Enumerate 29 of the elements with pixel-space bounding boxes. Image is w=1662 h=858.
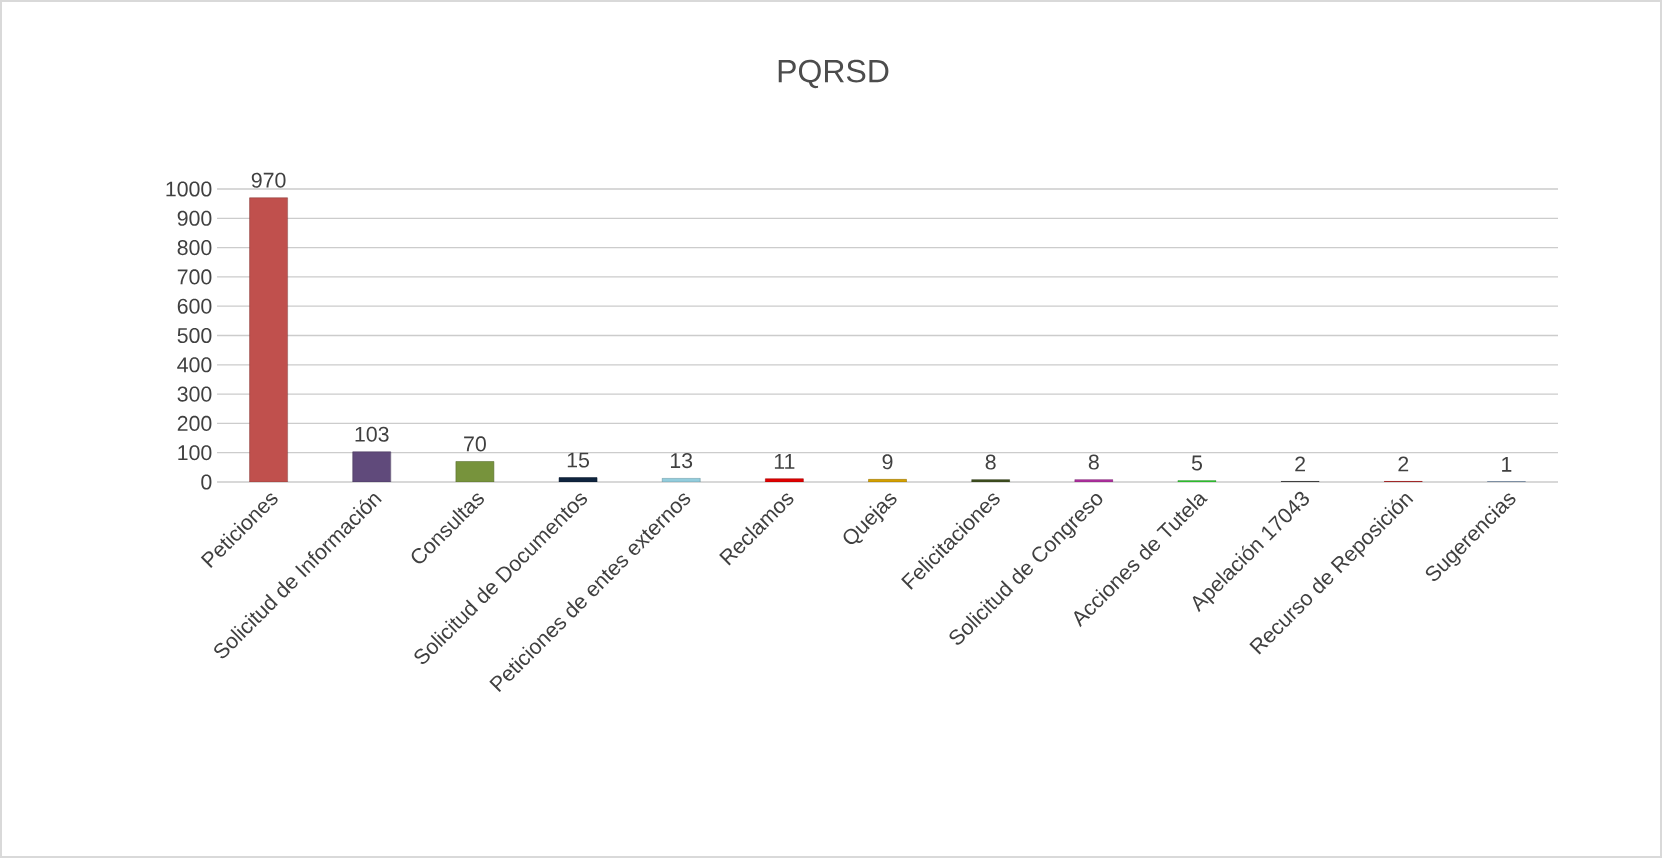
y-tick-label: 800 <box>177 240 212 256</box>
y-tick-label: 300 <box>177 386 212 402</box>
y-tick-label: 100 <box>178 445 212 461</box>
y-tick-label: 1000 <box>166 181 212 197</box>
data-label: 8 <box>985 454 996 470</box>
data-label: 70 <box>464 436 486 452</box>
data-label: 8 <box>1088 454 1099 470</box>
bar <box>661 477 701 482</box>
y-tick-label: 400 <box>177 357 212 373</box>
data-label: 15 <box>567 452 589 468</box>
data-label: 970 <box>251 172 286 188</box>
y-tick-label: 200 <box>177 415 212 431</box>
y-tick-label: 700 <box>177 269 212 285</box>
bar <box>455 461 495 482</box>
data-label: 9 <box>882 454 893 470</box>
data-label: 2 <box>1398 456 1409 472</box>
data-label: 1 <box>1502 456 1512 472</box>
data-label: 11 <box>774 454 795 469</box>
chart-title: PQRSD <box>778 59 889 89</box>
y-tick-label: 0 <box>201 474 212 490</box>
data-label: 5 <box>1191 455 1202 471</box>
data-label: 13 <box>670 453 693 469</box>
y-tick-label: 600 <box>177 298 212 314</box>
y-tick-label: 500 <box>177 327 212 344</box>
y-tick-label: 900 <box>177 210 212 226</box>
data-label: 2 <box>1295 456 1305 472</box>
bar <box>765 478 804 482</box>
data-label: 103 <box>355 426 389 442</box>
bar <box>558 477 598 482</box>
